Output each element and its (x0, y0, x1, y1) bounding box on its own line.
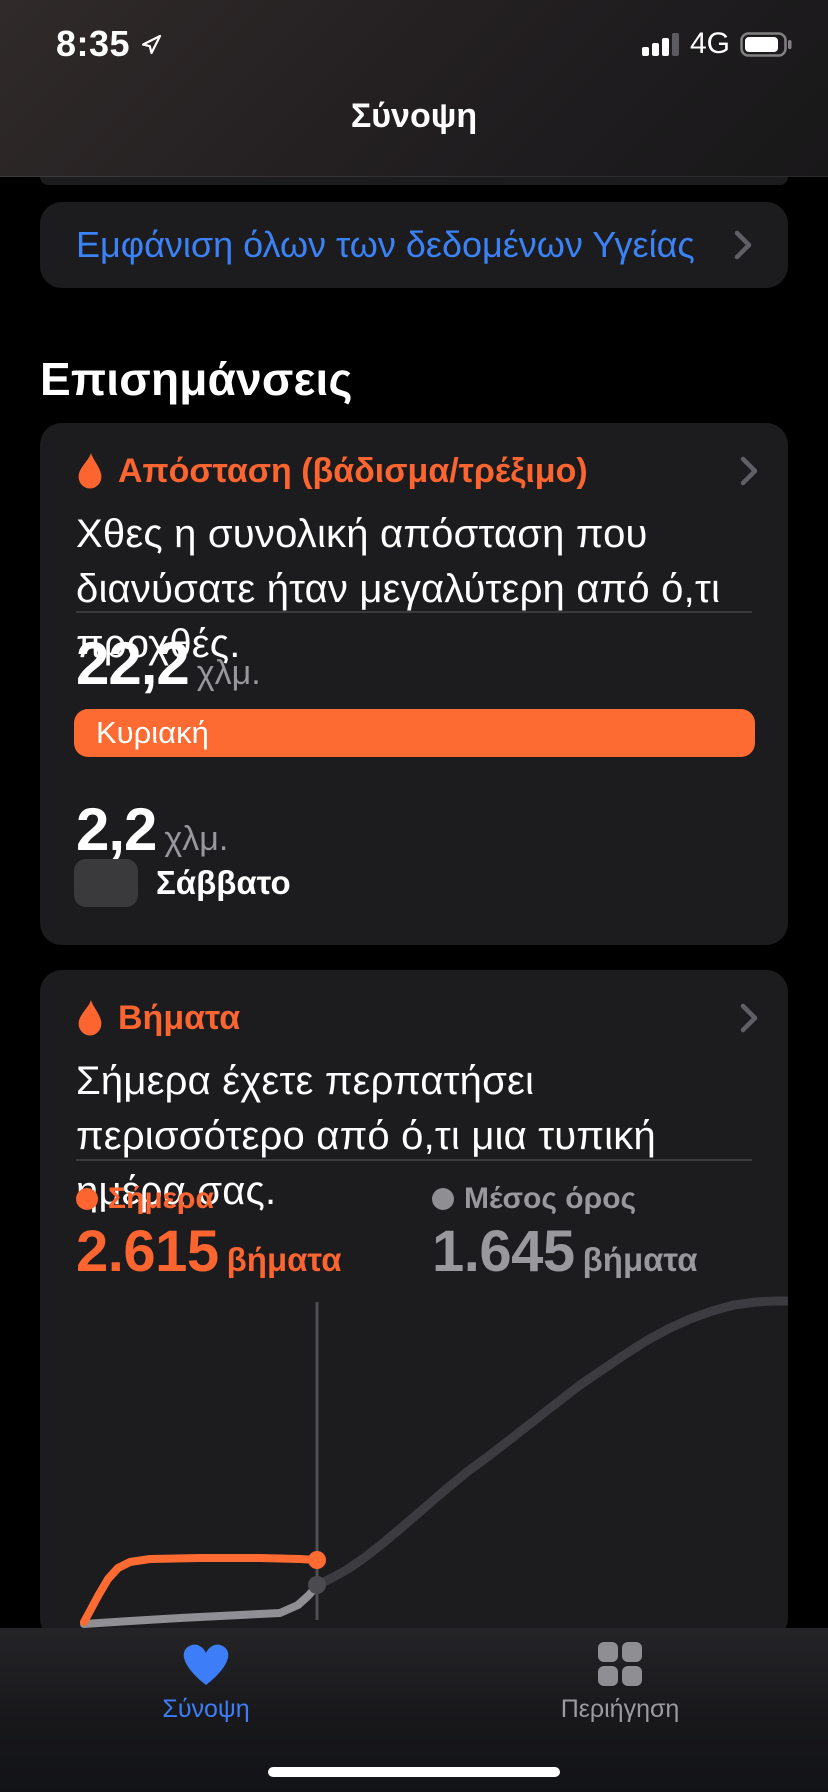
distance-primary-value-row: 22,2 χλμ. (76, 629, 261, 698)
tab-summary-label: Σύνοψη (162, 1695, 250, 1723)
distance-secondary-bar-row: Σάββατο (74, 859, 291, 907)
legend-average: Μέσος όρος (432, 1182, 636, 1216)
steps-highlight-card[interactable]: Βήματα Σήμερα έχετε περπατήσει περισσότε… (40, 970, 788, 1640)
tab-browse-label: Περιήγηση (560, 1695, 680, 1723)
distance-card-header: Απόσταση (βάδισμα/τρέξιμο) (76, 449, 758, 493)
steps-today-unit: βήματα (226, 1241, 342, 1278)
steps-card-title: Βήματα (118, 998, 241, 1037)
tab-bar: Σύνοψη Περιήγηση (0, 1628, 828, 1792)
distance-secondary-value-row: 2,2 χλμ. (76, 795, 228, 864)
page-title: Σύνοψη (350, 97, 478, 135)
steps-average-value-row: 1.645 βήματα (432, 1218, 698, 1285)
steps-today-value: 2.615 (76, 1219, 219, 1284)
steps-card-header: Βήματα (76, 996, 758, 1040)
divider (76, 1159, 752, 1161)
show-all-health-data-link[interactable]: Εμφάνιση όλων των δεδομένων Υγείας (40, 202, 788, 288)
heart-icon (183, 1644, 229, 1685)
clock: 8:35 (56, 23, 131, 64)
tab-summary[interactable]: Σύνοψη (96, 1641, 316, 1724)
grid-icon (598, 1642, 642, 1686)
status-bar: 8:35 4G (56, 23, 792, 64)
distance-secondary-value: 2,2 (76, 796, 157, 863)
home-indicator[interactable] (268, 1767, 560, 1777)
chevron-right-icon (734, 230, 752, 260)
previous-card-edge (40, 177, 788, 185)
flame-icon (78, 1000, 102, 1036)
distance-primary-unit: χλμ. (196, 654, 261, 692)
flame-icon (78, 453, 102, 489)
section-title: Επισημάνσεις (40, 353, 353, 405)
distance-highlight-card[interactable]: Απόσταση (βάδισμα/τρέξιμο) Χθες η συνολι… (40, 423, 788, 945)
steps-chart-area (40, 1296, 788, 1628)
steps-chart (80, 1296, 788, 1628)
tab-browse[interactable]: Περιήγηση (510, 1641, 730, 1724)
today-legend-dot-icon (76, 1188, 98, 1210)
legend-today: Σήμερα (76, 1182, 214, 1216)
distance-primary-bar: Κυριακή (74, 709, 755, 757)
distance-primary-day-label: Κυριακή (96, 715, 209, 750)
distance-secondary-unit: χλμ. (164, 820, 229, 858)
distance-secondary-bar (74, 859, 138, 907)
average-legend-label: Μέσος όρος (464, 1182, 637, 1215)
link-label: Εμφάνιση όλων των δεδομένων Υγείας (76, 224, 695, 265)
steps-today-value-row: 2.615 βήματα (76, 1218, 342, 1285)
signal-icon (641, 32, 679, 56)
today-legend-label: Σήμερα (108, 1182, 214, 1215)
location-arrow-icon (141, 34, 162, 54)
distance-secondary-day-label: Σάββατο (156, 864, 291, 901)
steps-average-unit: βήματα (582, 1241, 698, 1278)
navigation-bar: 8:35 4G Σύνοψη (0, 0, 828, 177)
steps-average-value: 1.645 (432, 1219, 575, 1284)
average-legend-dot-icon (432, 1188, 454, 1210)
distance-primary-value: 22,2 (76, 630, 190, 697)
distance-card-description: Χθες η συνολική απόσταση που διανύσατε ή… (76, 512, 721, 666)
chevron-right-icon (740, 1003, 758, 1033)
chevron-right-icon (740, 456, 758, 486)
battery-icon (740, 31, 792, 57)
network-type: 4G (689, 27, 730, 60)
steps-card-description: Σήμερα έχετε περπατήσει περισσότερο από … (76, 1059, 656, 1213)
divider (76, 611, 752, 613)
distance-card-title: Απόσταση (βάδισμα/τρέξιμο) (118, 451, 588, 490)
